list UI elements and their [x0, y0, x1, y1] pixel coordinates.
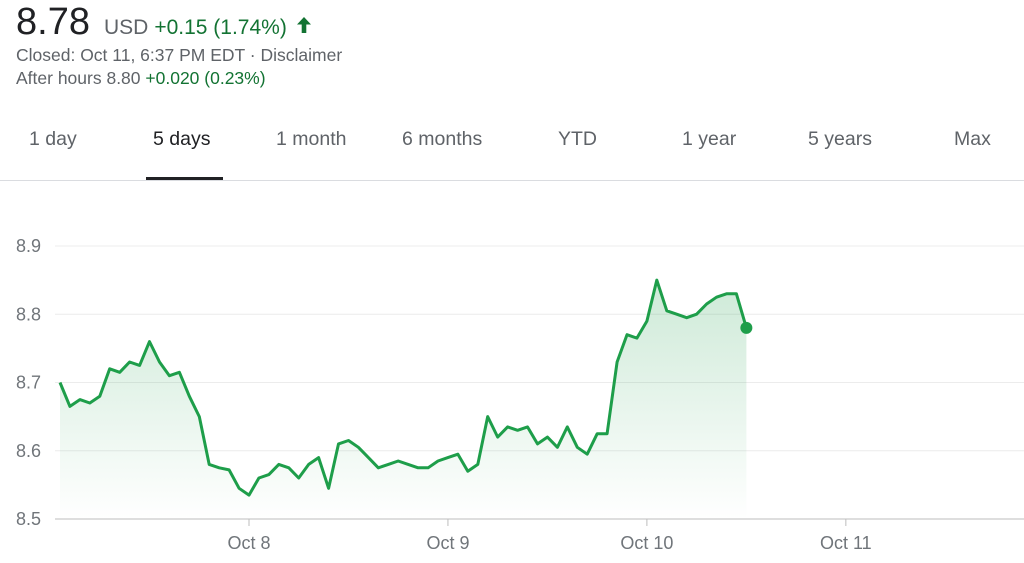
active-tab-indicator — [146, 177, 223, 180]
price-area-fill — [60, 280, 747, 519]
y-axis: 8.5 8.6 8.7 8.8 8.9 — [16, 236, 41, 529]
closed-line: Closed: Oct 11, 6:37 PM EDT · Disclaimer — [16, 44, 342, 67]
currency-label: USD — [103, 16, 149, 39]
stock-price: 8.78 — [16, 1, 90, 43]
y-tick-label: 8.6 — [16, 441, 41, 461]
last-price-point — [740, 321, 753, 334]
quote-header: 8.78 USD +0.15 (1.74%) Closed: Oct 11, 6… — [16, 0, 342, 90]
tab-5-years[interactable]: 5 years — [808, 128, 872, 150]
x-tick-label: Oct 11 — [820, 533, 872, 553]
after-hours-line: After hours 8.80 +0.020 (0.23%) — [16, 67, 342, 90]
x-tick-label: Oct 10 — [620, 533, 673, 553]
tab-ytd[interactable]: YTD — [558, 128, 597, 150]
closed-time: Closed: Oct 11, 6:37 PM EDT — [16, 45, 245, 65]
y-tick-label: 8.7 — [16, 373, 41, 393]
x-axis: Oct 8 Oct 9 Oct 10 Oct 11 — [227, 519, 872, 553]
tab-5-days[interactable]: 5 days — [153, 128, 211, 150]
disclaimer-link[interactable]: Disclaimer — [260, 45, 343, 65]
price-line-series — [58, 278, 748, 497]
price-change: +0.15 (1.74%) — [154, 16, 287, 39]
price-line: 8.78 USD +0.15 (1.74%) — [16, 0, 342, 44]
after-hours-price: After hours 8.80 — [16, 68, 141, 88]
after-hours-change: +0.020 (0.23%) — [145, 68, 266, 88]
tab-6-months[interactable]: 6 months — [402, 128, 483, 150]
y-tick-label: 8.9 — [16, 236, 41, 256]
price-chart: 8.5 8.6 8.7 8.8 8.9 Oct 8 Oct 9 Oct 10 Oct 11 — [16, 236, 1024, 553]
arrow-up-icon — [296, 17, 311, 33]
tab-max[interactable]: Max — [954, 128, 991, 150]
x-tick-label: Oct 9 — [426, 533, 469, 553]
x-tick-label: Oct 8 — [227, 533, 270, 553]
tab-1-month[interactable]: 1 month — [276, 128, 347, 150]
tab-1-year[interactable]: 1 year — [682, 128, 737, 150]
y-tick-label: 8.5 — [16, 509, 41, 529]
separator: · — [244, 45, 261, 65]
tab-1-day[interactable]: 1 day — [29, 128, 77, 150]
range-tabs: 1 day 5 days 1 month 6 months YTD 1 year… — [0, 118, 1024, 181]
y-tick-label: 8.8 — [16, 304, 41, 324]
